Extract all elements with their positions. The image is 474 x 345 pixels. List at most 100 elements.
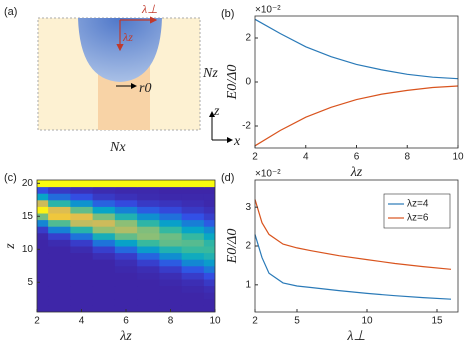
heat-cell: [137, 272, 160, 280]
heat-cell: [37, 279, 49, 287]
heat-cell: [70, 213, 94, 221]
heat-cell: [159, 206, 183, 214]
heat-cell: [48, 219, 71, 227]
heat-cell: [92, 239, 116, 247]
x-tick-label: 2: [252, 152, 258, 163]
heat-cell: [159, 292, 183, 300]
series-line: [254, 199, 452, 270]
heat-cell: [37, 252, 49, 260]
heat-cell: [181, 213, 205, 221]
multiplier: ×10⁻²: [255, 5, 281, 16]
heat-cell: [181, 232, 205, 240]
heat-cell: [181, 246, 205, 254]
heat-cell: [92, 186, 116, 194]
heat-cell: [48, 305, 71, 312]
x-axis-label: λz: [350, 165, 363, 180]
heat-cell: [203, 219, 215, 227]
y-axis-label: z: [3, 243, 18, 250]
heat-cell: [114, 272, 138, 280]
heat-cell: [37, 219, 49, 227]
heat-cell: [137, 180, 160, 188]
heat-cell: [48, 232, 71, 240]
heat-cell: [70, 265, 94, 273]
heat-cell: [114, 298, 138, 306]
y-tick-label: 20: [22, 178, 34, 189]
heat-cell: [48, 298, 71, 306]
heat-cell: [114, 186, 138, 194]
heat-cell: [159, 246, 183, 254]
x-tick-label: 8: [404, 152, 410, 163]
y-tick-label: 15: [22, 211, 34, 222]
panel-label: (c): [4, 172, 17, 184]
multiplier: ×10⁻²: [255, 169, 281, 180]
heat-cell: [48, 246, 71, 254]
heat-cell: [48, 239, 71, 247]
y-tick-label: 2: [245, 241, 251, 252]
heat-cell: [159, 226, 183, 234]
heat-cell: [48, 213, 71, 221]
heat-cell: [203, 232, 215, 240]
panel-label: (a): [4, 6, 17, 18]
axis-x-label: x: [233, 134, 241, 149]
heat-cell: [37, 199, 49, 207]
lambda-perp: λ⊥: [141, 2, 158, 16]
heat-cell: [203, 265, 215, 273]
x-tick-label: 6: [354, 152, 360, 163]
heat-cell: [37, 180, 49, 188]
heat-cell: [137, 213, 160, 221]
heat-cell: [159, 252, 183, 260]
heat-cell: [37, 206, 49, 214]
heat-cell: [159, 180, 183, 188]
heat-cell: [159, 279, 183, 287]
panel-label: (d): [221, 172, 234, 184]
heat-cell: [114, 259, 138, 267]
heat-cell: [70, 206, 94, 214]
heat-cell: [181, 292, 205, 300]
heat-cell: [48, 279, 71, 287]
heat-cell: [37, 186, 49, 194]
heat-cell: [114, 246, 138, 254]
heat-cell: [48, 193, 71, 201]
heat-cell: [92, 265, 116, 273]
heat-cell: [203, 180, 215, 188]
heat-cell: [181, 206, 205, 214]
heat-cell: [137, 292, 160, 300]
heat-cell: [70, 252, 94, 260]
panel-label: (b): [221, 8, 234, 20]
heat-cell: [48, 180, 71, 188]
heat-cell: [70, 186, 94, 194]
heat-cell: [48, 226, 71, 234]
heat-cell: [203, 252, 215, 260]
x-tick-label: 15: [431, 316, 443, 327]
heat-cell: [70, 219, 94, 227]
heat-cell: [92, 292, 116, 300]
lambda-z: λz: [122, 30, 133, 44]
heat-cell: [114, 206, 138, 214]
heat-cell: [114, 199, 138, 207]
x-tick-label: 4: [303, 152, 309, 163]
heat-cell: [137, 259, 160, 267]
heat-cell: [37, 239, 49, 247]
series-line: [254, 18, 459, 80]
heat-cell: [159, 285, 183, 293]
heat-cell: [114, 279, 138, 287]
heat-cell: [181, 305, 205, 312]
heat-cell: [48, 272, 71, 280]
heat-cell: [137, 206, 160, 214]
heat-cell: [70, 246, 94, 254]
heat-cell: [37, 259, 49, 267]
heat-cell: [181, 272, 205, 280]
x-tick-label: 6: [123, 316, 129, 327]
x-tick-label: 10: [361, 316, 373, 327]
y-axis-label: E0/Δ0: [225, 229, 240, 265]
heat-cell: [159, 305, 183, 312]
heat-cell: [37, 292, 49, 300]
heat-cell: [159, 232, 183, 240]
heat-cell: [37, 272, 49, 280]
heat-cell: [114, 265, 138, 273]
nz-label: Nz: [202, 66, 218, 81]
heat-cell: [137, 265, 160, 273]
heat-cell: [92, 206, 116, 214]
heat-cell: [181, 285, 205, 293]
heat-cell: [203, 239, 215, 247]
